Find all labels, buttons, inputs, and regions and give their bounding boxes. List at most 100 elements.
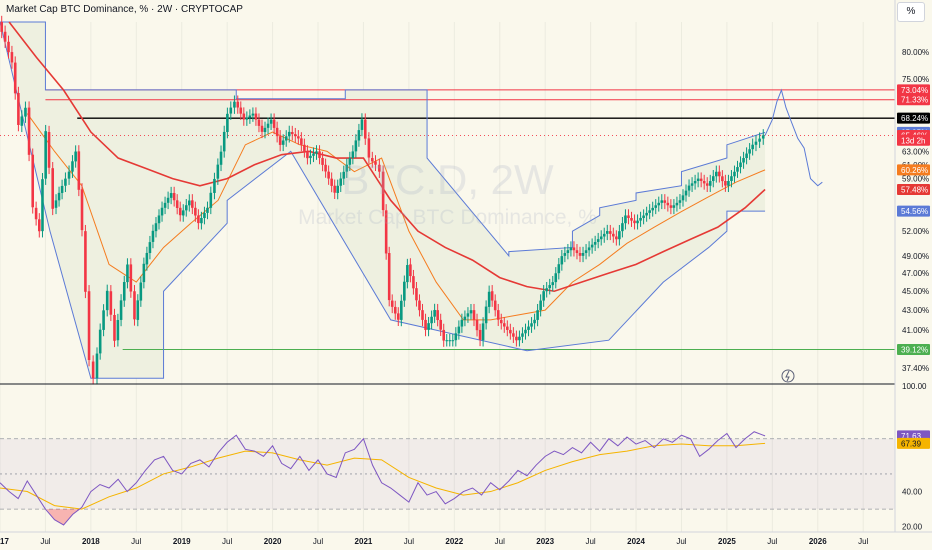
candle-body bbox=[67, 171, 71, 179]
candle-body bbox=[263, 127, 267, 133]
y-tick-label: 41.00% bbox=[902, 326, 929, 335]
candle-body bbox=[533, 319, 536, 324]
x-tick-label: Jul bbox=[222, 537, 232, 546]
candle-body bbox=[197, 215, 200, 224]
candle-body bbox=[27, 107, 31, 155]
candle-body bbox=[54, 200, 58, 208]
candle-body bbox=[566, 250, 570, 254]
y-tick-label: 45.00% bbox=[902, 287, 929, 296]
candle-body bbox=[557, 264, 561, 274]
candle-body bbox=[633, 220, 636, 224]
candle-body bbox=[269, 119, 273, 124]
candle-body bbox=[260, 125, 264, 132]
x-tick-label: 2024 bbox=[627, 537, 645, 546]
candle-body bbox=[330, 178, 333, 186]
candle-body bbox=[599, 236, 603, 240]
candle-body bbox=[715, 171, 718, 177]
rsi-tick-label: 20.00 bbox=[902, 523, 923, 532]
candle-body bbox=[463, 316, 467, 320]
price-label-text: 71.33% bbox=[901, 96, 928, 105]
candle-body bbox=[126, 264, 129, 283]
price-label-badge bbox=[897, 94, 930, 106]
y-tick-label: 37.40% bbox=[902, 364, 929, 373]
candle-body bbox=[71, 161, 74, 172]
unit-toggle-button[interactable]: % bbox=[897, 2, 925, 22]
candle-body bbox=[542, 291, 545, 301]
candle-body bbox=[248, 115, 252, 118]
x-tick-label: 2023 bbox=[536, 537, 554, 546]
candle-body bbox=[367, 138, 371, 158]
price-label-badge bbox=[897, 343, 930, 355]
candle-body bbox=[245, 117, 249, 120]
candle-body bbox=[624, 215, 627, 224]
candle-body bbox=[409, 264, 412, 277]
candle-body bbox=[139, 282, 143, 301]
lightning-icon bbox=[781, 369, 795, 383]
candle-body bbox=[44, 131, 47, 179]
candle-body bbox=[95, 353, 99, 379]
candle-body bbox=[705, 183, 709, 186]
candle-body bbox=[506, 326, 509, 330]
candle-body bbox=[636, 220, 639, 224]
candle-body bbox=[203, 212, 206, 219]
candle-body bbox=[357, 130, 361, 141]
candle-body bbox=[475, 319, 479, 331]
y-tick-label: 59.00% bbox=[902, 175, 929, 184]
candle-body bbox=[169, 193, 173, 198]
candle-body bbox=[736, 167, 739, 172]
candle-body bbox=[696, 178, 700, 181]
candle-body bbox=[98, 329, 102, 354]
candle-body bbox=[587, 247, 591, 251]
candle-body bbox=[745, 153, 748, 159]
y-tick-label: 75.00% bbox=[902, 75, 929, 84]
candle-body bbox=[433, 309, 436, 317]
candle-body bbox=[345, 164, 349, 172]
candle-body bbox=[102, 310, 105, 330]
candle-body bbox=[657, 202, 661, 206]
candle-body bbox=[551, 282, 555, 286]
candle-body bbox=[545, 288, 548, 292]
candle-body bbox=[222, 131, 226, 152]
candle-body bbox=[184, 205, 188, 211]
candle-body bbox=[666, 202, 670, 206]
candle-body bbox=[590, 244, 594, 248]
candle-body bbox=[251, 113, 255, 116]
candle-body bbox=[17, 92, 20, 125]
candle-body bbox=[24, 107, 27, 117]
candle-body bbox=[584, 250, 588, 254]
candle-body bbox=[10, 52, 14, 63]
candle-body bbox=[761, 135, 765, 139]
rsi-oversold-fill bbox=[46, 509, 81, 525]
ema-fast-line bbox=[26, 113, 766, 321]
price-label-text: 13d 2h bbox=[901, 136, 925, 145]
candle-body bbox=[378, 164, 381, 172]
price-label-text: 60.26% bbox=[901, 166, 928, 175]
price-label-text: 54.56% bbox=[901, 207, 928, 216]
candle-body bbox=[20, 116, 24, 126]
rsi-value-text: 67.39 bbox=[901, 439, 922, 448]
candle-body bbox=[41, 179, 44, 232]
x-tick-label: 2020 bbox=[264, 537, 282, 546]
rsi-tick-label: 40.00 bbox=[902, 488, 923, 497]
candle-body bbox=[718, 171, 721, 177]
candle-body bbox=[539, 300, 542, 311]
candle-body bbox=[563, 253, 567, 256]
candle-body bbox=[47, 132, 51, 168]
candle-body bbox=[333, 185, 336, 193]
candle-body bbox=[469, 310, 473, 314]
candle-body bbox=[239, 107, 243, 114]
candle-body bbox=[116, 320, 120, 341]
candle-body bbox=[518, 336, 521, 341]
candle-body bbox=[172, 192, 176, 201]
projection-line bbox=[764, 88, 823, 187]
candle-body bbox=[527, 326, 530, 330]
candle-body bbox=[216, 164, 220, 179]
y-tick-label: 49.00% bbox=[902, 252, 929, 261]
candle-body bbox=[427, 323, 430, 330]
candle-body bbox=[306, 151, 309, 159]
candle-body bbox=[342, 171, 346, 179]
candle-body bbox=[621, 223, 624, 232]
candle-body bbox=[554, 273, 558, 283]
candle-body bbox=[142, 263, 146, 283]
